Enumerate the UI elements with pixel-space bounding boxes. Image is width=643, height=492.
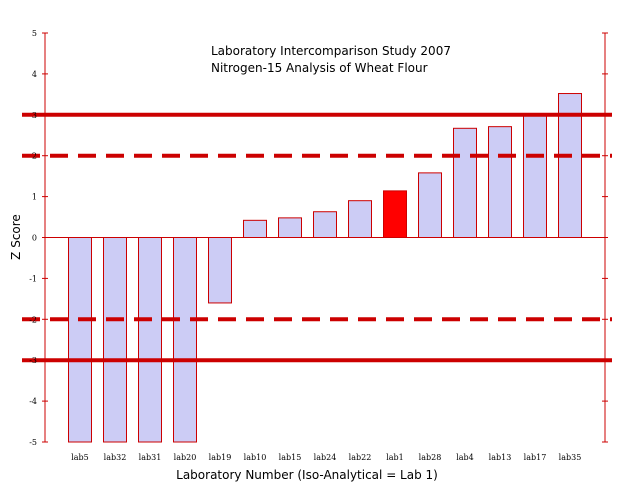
x-tick-label: lab17 [524, 453, 547, 462]
x-axis-title: Laboratory Number (Iso-Analytical = Lab … [176, 468, 438, 482]
bar-lab15 [278, 217, 302, 238]
x-tick-label: lab19 [209, 453, 232, 462]
x-tick-label: lab24 [314, 453, 337, 462]
x-tick-label: lab32 [104, 453, 127, 462]
y-axis-title: Z Score [9, 214, 23, 260]
y-tick-label: -1 [29, 274, 37, 283]
y-tick-label: -4 [29, 397, 37, 406]
y-tick-label: 1 [32, 193, 37, 202]
y-tick-label: -2 [29, 315, 37, 324]
bar-lab28 [418, 172, 442, 239]
y-tick-label: 5 [32, 29, 37, 38]
bar-lab20 [173, 237, 197, 443]
bar-lab24 [313, 211, 337, 239]
x-tick-label: lab28 [419, 453, 442, 462]
x-tick-label: lab20 [174, 453, 197, 462]
chart-subtitle: Nitrogen-15 Analysis of Wheat Flour [211, 61, 428, 75]
bar-lab31 [138, 237, 162, 443]
bar-lab19 [208, 237, 232, 304]
y-tick-label: -5 [29, 438, 37, 447]
bar-lab17 [523, 113, 547, 238]
bar-lab22 [348, 200, 372, 239]
x-tick-label: lab22 [349, 453, 372, 462]
y-tick-label: 0 [32, 234, 37, 243]
x-tick-label: lab10 [244, 453, 267, 462]
bar-lab4 [453, 127, 477, 238]
x-tick-label: lab5 [71, 453, 89, 462]
bar-lab5 [68, 237, 92, 443]
y-tick-label: -3 [29, 356, 37, 365]
x-tick-label: lab31 [139, 453, 162, 462]
bar-lab32 [103, 237, 127, 443]
x-tick-label: lab4 [456, 453, 474, 462]
x-tick-label: lab15 [279, 453, 302, 462]
y-tick-label: 4 [32, 70, 37, 79]
x-tick-label: lab35 [559, 453, 582, 462]
x-tick-label: lab1 [386, 453, 404, 462]
bar-lab35 [558, 93, 582, 238]
bar-lab1 [383, 190, 407, 238]
y-tick-label: 2 [32, 152, 37, 161]
bar-lab13 [488, 126, 512, 238]
bar-lab10 [243, 219, 267, 239]
x-tick-label: lab13 [489, 453, 512, 462]
chart-title: Laboratory Intercomparison Study 2007 [211, 44, 451, 58]
y-tick-label: 3 [32, 111, 37, 120]
